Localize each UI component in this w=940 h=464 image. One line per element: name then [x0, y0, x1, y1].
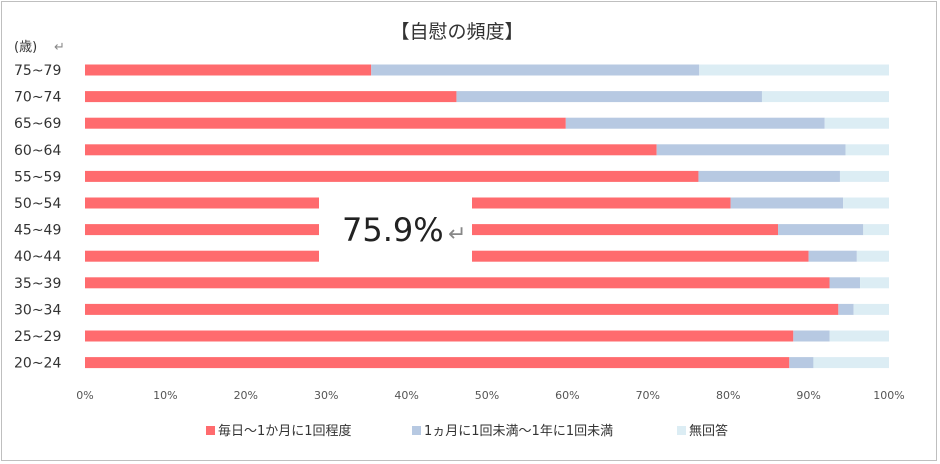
bar-segment [789, 357, 814, 369]
x-tick-label: 50% [475, 389, 499, 402]
annotation-value: 75.9% [342, 211, 444, 249]
bar-segment [85, 277, 830, 289]
annotation-box: 75.9% ↵ [319, 192, 472, 265]
annotation-background [319, 192, 472, 265]
legend-item: 1ヵ月に1回未満〜1年に1回未満 [412, 424, 613, 439]
bar-segment [839, 170, 889, 182]
y-tick-label: 45~49 [14, 223, 61, 239]
x-tick-label: 70% [636, 389, 660, 402]
x-tick-label: 30% [314, 389, 338, 402]
bar-segment [85, 170, 699, 182]
bar-segment [813, 357, 889, 369]
legend-label: 1ヵ月に1回未満〜1年に1回未満 [424, 424, 613, 439]
y-tick-label: 50~54 [14, 196, 61, 212]
bar-segment [761, 91, 889, 103]
bar-segment [699, 64, 889, 76]
bar-segment [85, 64, 372, 76]
bar-segment [824, 117, 889, 129]
bar-segment [829, 330, 889, 342]
bar-segment [853, 303, 889, 315]
bar-segment [85, 303, 839, 315]
bar-segment [808, 250, 857, 262]
bar-segment [863, 224, 889, 236]
bar-segment [730, 197, 844, 209]
bar-segment [829, 277, 861, 289]
x-tick-label: 60% [555, 389, 579, 402]
bar-segment [698, 170, 840, 182]
bar-segment [456, 91, 762, 103]
legend-item: 毎日〜1か月に1回程度 [206, 423, 352, 439]
bars-layer [85, 64, 889, 369]
x-tick-label: 80% [716, 389, 740, 402]
legend-item: 無回答 [677, 423, 728, 439]
y-tick-label: 65~69 [14, 116, 61, 132]
bar-segment [85, 357, 790, 369]
y-tick-label: 30~34 [14, 302, 61, 318]
bar-segment [85, 117, 566, 129]
y-tick-label: 60~64 [14, 143, 61, 159]
bar-segment [778, 224, 864, 236]
x-labels-layer: 0% 10% 20% 30% 40% 50% 60% 70% 80% 90% 100% [76, 389, 904, 402]
legend-swatch [677, 426, 686, 435]
y-tick-label: 35~39 [14, 276, 61, 292]
return-mark-icon: ↵ [54, 40, 65, 55]
y-axis-unit: (歳) [14, 40, 37, 55]
y-labels-layer: 75~79 70~74 65~69 60~64 55~59 50~54 45~49 40~44… [14, 63, 61, 372]
legend-label: 無回答 [689, 423, 728, 439]
legend: 毎日〜1か月に1回程度 1ヵ月に1回未満〜1年に1回未満 無回答 [206, 423, 728, 439]
bar-segment [565, 117, 825, 129]
legend-swatch [206, 426, 215, 435]
y-tick-label: 40~44 [14, 249, 61, 265]
x-tick-label: 0% [76, 389, 93, 402]
x-tick-label: 20% [234, 389, 258, 402]
y-tick-label: 55~59 [14, 169, 61, 185]
bar-segment [838, 303, 854, 315]
x-tick-label: 40% [394, 389, 418, 402]
bar-segment [843, 197, 889, 209]
y-tick-label: 75~79 [14, 63, 61, 79]
y-tick-label: 25~29 [14, 329, 61, 345]
legend-swatch [412, 426, 421, 435]
bar-segment [656, 144, 846, 156]
legend-label: 毎日〜1か月に1回程度 [218, 423, 352, 439]
y-tick-label: 20~24 [14, 356, 61, 372]
x-tick-label: 100% [873, 389, 904, 402]
chart-title: 【自慰の頻度】 [390, 21, 523, 43]
y-tick-label: 70~74 [14, 90, 61, 106]
bar-segment [85, 144, 657, 156]
bar-segment [85, 330, 794, 342]
x-tick-label: 10% [153, 389, 177, 402]
bar-segment [85, 91, 457, 103]
x-tick-label: 90% [796, 389, 820, 402]
bar-segment [371, 64, 700, 76]
bar-segment [793, 330, 830, 342]
bar-segment [856, 250, 889, 262]
bar-segment [845, 144, 889, 156]
bar-segment [860, 277, 889, 289]
annotation-return-icon: ↵ [448, 222, 466, 247]
